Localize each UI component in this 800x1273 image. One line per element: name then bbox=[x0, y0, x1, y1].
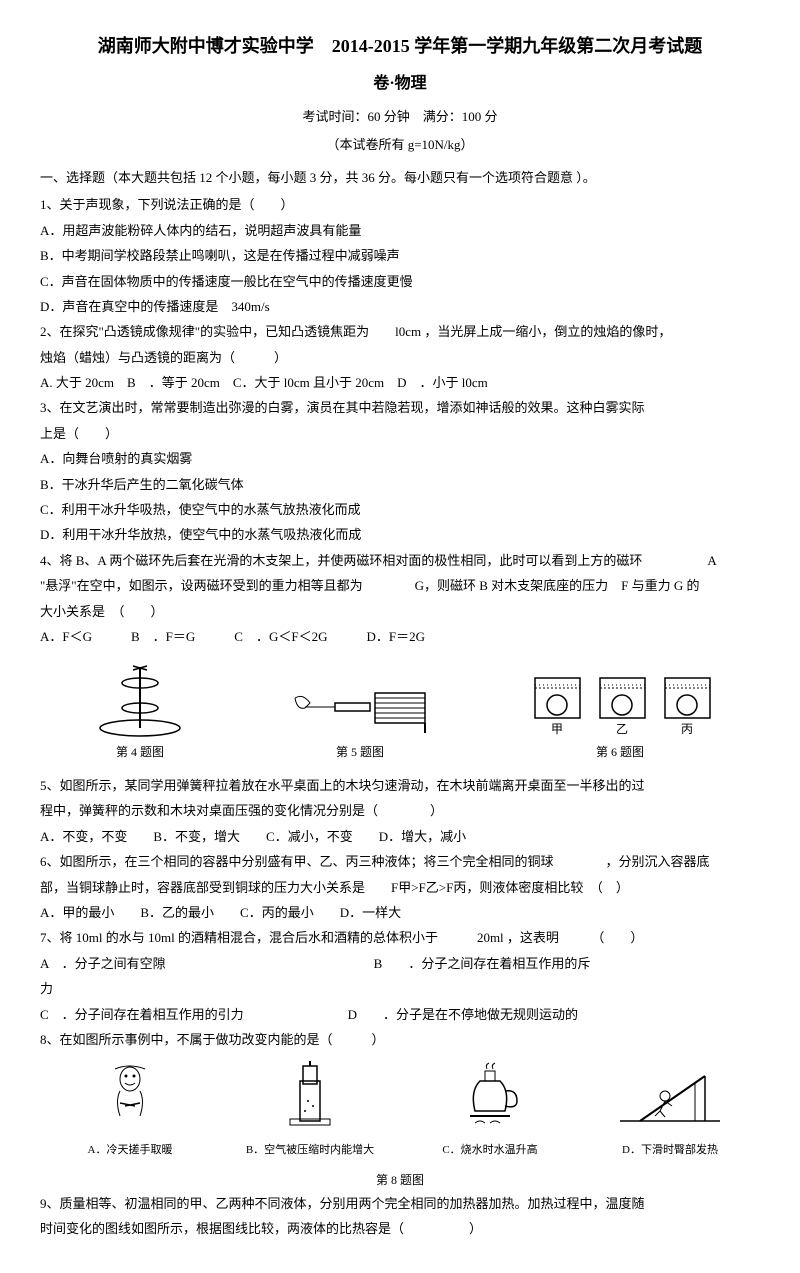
figure-5: 第 5 题图 bbox=[285, 668, 435, 764]
figure-6-svg: 甲 乙 丙 bbox=[525, 663, 715, 738]
section-1-header: 一、选择题（本大题共包括 12 个小题，每小题 3 分，共 36 分。每小题只有… bbox=[40, 166, 760, 189]
figure-5-svg bbox=[285, 668, 435, 738]
q3-option-d: D．利用干冰升华放热，使空气中的水蒸气吸热液化而成 bbox=[40, 523, 760, 546]
q2-stem2: 烛焰（蜡烛）与凸透镜的距离为（ ） bbox=[40, 346, 760, 369]
q7-option-ab2: 力 bbox=[40, 977, 760, 1000]
q6-stem1: 6、如图所示，在三个相同的容器中分别盛有甲、乙、丙三种液体；将三个完全相同的铜球… bbox=[40, 850, 760, 873]
figures-4-5-6: 第 4 题图 第 5 题图 甲 bbox=[40, 658, 760, 764]
figure-8b-caption: B．空气被压缩时内能增大 bbox=[230, 1141, 390, 1161]
q2-options: A. 大于 20cm B ．等于 20cm C．大于 l0cm 且小于 20cm… bbox=[40, 371, 760, 394]
q2-stem1: 2、在探究"凸透镜成像规律"的实验中，已知凸透镜焦距为 l0cm ，当光屏上成一… bbox=[40, 320, 760, 343]
figure-8a-caption: A．冷天搓手取暖 bbox=[50, 1141, 210, 1161]
figure-8b-svg bbox=[265, 1061, 355, 1131]
q7-option-ab: A ．分子之间有空隙 B ．分子之间存在着相互作用的斥 bbox=[40, 952, 760, 975]
figure-8a: A．冷天搓手取暖 bbox=[50, 1061, 210, 1160]
q3-stem2: 上是（ ） bbox=[40, 422, 760, 445]
exam-info: 考试时间：60 分钟 满分：100 分 bbox=[40, 105, 760, 128]
figure-8c: C．烧水时水温升高 bbox=[410, 1061, 570, 1160]
q1-stem: 1、关于声现象，下列说法正确的是（ ） bbox=[40, 193, 760, 216]
jar-label-3: 丙 bbox=[681, 722, 693, 736]
figure-8d: D．下滑时臀部发热 bbox=[590, 1061, 750, 1160]
q7-stem: 7、将 10ml 的水与 10ml 的酒精相混合，混合后水和酒精的总体积小于 2… bbox=[40, 926, 760, 949]
figure-8c-caption: C．烧水时水温升高 bbox=[410, 1141, 570, 1161]
figure-4-caption: 第 4 题图 bbox=[85, 742, 195, 764]
q1-option-d: D．声音在真空中的传播速度是 340m/s bbox=[40, 295, 760, 318]
figure-8a-svg bbox=[85, 1061, 175, 1131]
q6-stem2: 部，当铜球静止时，容器底部受到铜球的压力大小关系是 F甲>F乙>F丙，则液体密度… bbox=[40, 876, 760, 899]
exam-note: （本试卷所有 g=10N/kg） bbox=[40, 133, 760, 156]
q4-stem2: "悬浮"在空中，如图示，设两磁环受到的重力相等且都为 G，则磁环 B 对木支架底… bbox=[40, 574, 760, 597]
q4-stem1: 4、将 B、A 两个磁环先后套在光滑的木支架上，并使两磁环相对面的极性相同，此时… bbox=[40, 549, 760, 572]
subject-title: 卷·物理 bbox=[40, 70, 760, 99]
figure-5-caption: 第 5 题图 bbox=[285, 742, 435, 764]
q5-options: A．不变，不变 B．不变，增大 C．减小，不变 D．增大，减小 bbox=[40, 825, 760, 848]
page-title: 湖南师大附中博才实验中学 2014-2015 学年第一学期九年级第二次月考试题 bbox=[40, 30, 760, 62]
q5-stem2: 程中，弹簧秤的示数和木块对桌面压强的变化情况分别是（ ） bbox=[40, 799, 760, 822]
figure-8d-caption: D．下滑时臀部发热 bbox=[590, 1141, 750, 1161]
figure-6-caption: 第 6 题图 bbox=[525, 742, 715, 764]
q4-stem3: 大小关系是 （ ） bbox=[40, 600, 760, 623]
q5-stem1: 5、如图所示，某同学用弹簧秤拉着放在水平桌面上的木块匀速滑动，在木块前端离开桌面… bbox=[40, 774, 760, 797]
q9-stem1: 9、质量相等、初温相同的甲、乙两种不同液体，分别用两个完全相同的加热器加热。加热… bbox=[40, 1192, 760, 1215]
figure-4-svg bbox=[85, 658, 195, 738]
q6-options: A．甲的最小 B．乙的最小 C．丙的最小 D．一样大 bbox=[40, 901, 760, 924]
q9-stem2: 时间变化的图线如图所示，根据图线比较，两液体的比热容是（ ） bbox=[40, 1217, 760, 1240]
q3-option-b: B．干冰升华后产生的二氧化碳气体 bbox=[40, 473, 760, 496]
figure-8d-svg bbox=[610, 1061, 730, 1131]
q8-stem: 8、在如图所示事例中，不属于做功改变内能的是（ ） bbox=[40, 1028, 760, 1051]
q1-option-b: B．中考期间学校路段禁止鸣喇叭，这是在传播过程中减弱噪声 bbox=[40, 244, 760, 267]
jar-label-1: 甲 bbox=[551, 722, 563, 736]
q1-option-a: A．用超声波能粉碎人体内的结石，说明超声波具有能量 bbox=[40, 219, 760, 242]
figure-8c-svg bbox=[445, 1061, 535, 1131]
q7-option-cd: C ．分子间存在着相互作用的引力 D ．分子是在不停地做无规则运动的 bbox=[40, 1003, 760, 1026]
figure-8b: B．空气被压缩时内能增大 bbox=[230, 1061, 390, 1160]
figure-4: 第 4 题图 bbox=[85, 658, 195, 764]
figure-6: 甲 乙 丙 第 6 题图 bbox=[525, 663, 715, 764]
q3-option-c: C．利用干冰升华吸热，使空气中的水蒸气放热液化而成 bbox=[40, 498, 760, 521]
jar-label-2: 乙 bbox=[616, 722, 628, 736]
q4-options: A．F＜G B ．F＝G C ．G＜F＜2G D．F＝2G bbox=[40, 625, 760, 648]
q3-stem1: 3、在文艺演出时，常常要制造出弥漫的白雾，演员在其中若隐若现，增添如神话般的效果… bbox=[40, 396, 760, 419]
q3-option-a: A．向舞台喷射的真实烟雾 bbox=[40, 447, 760, 470]
figures-8: A．冷天搓手取暖 B．空气被压缩时内能增大 C．烧水时水温升高 bbox=[40, 1061, 760, 1160]
figure-8-caption: 第 8 题图 bbox=[40, 1170, 760, 1192]
q1-option-c: C．声音在固体物质中的传播速度一般比在空气中的传播速度更慢 bbox=[40, 270, 760, 293]
